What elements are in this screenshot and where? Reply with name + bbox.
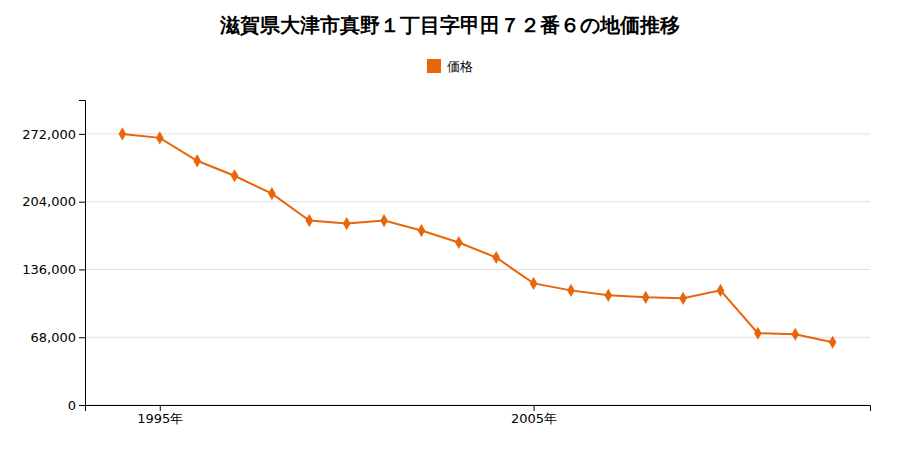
marker	[193, 154, 201, 167]
legend-item: 価格	[427, 59, 473, 74]
legend-swatch	[427, 59, 441, 73]
x-tick-mark	[534, 405, 535, 411]
marker	[343, 217, 351, 230]
line	[122, 134, 832, 342]
marker	[530, 277, 538, 290]
marker	[268, 187, 276, 200]
plot: 1995年 2005年 0 68,000 136,000 204,000 272,000	[22, 101, 870, 427]
marker	[418, 224, 426, 237]
y-tick: 136,000	[22, 262, 85, 277]
y-tick-mark	[79, 269, 85, 270]
y-tick-mark	[79, 134, 85, 135]
x-tick-label: 1995年	[137, 411, 183, 426]
marker	[492, 251, 500, 264]
marker	[231, 169, 239, 182]
chart: 滋賀県大津市真野１丁目字甲田７２番６の地価推移価格 1995年 2005年 0 68,0…	[0, 0, 900, 450]
y-tick-label: 136,000	[22, 262, 76, 277]
y-tick: 0	[68, 398, 85, 413]
marker	[380, 214, 388, 227]
marker	[829, 336, 837, 349]
y-axis: 0 68,000 136,000 204,000 272,000	[22, 101, 85, 413]
grid	[85, 134, 870, 405]
marker	[455, 236, 463, 249]
marker	[605, 289, 613, 302]
y-tick: 204,000	[22, 194, 85, 209]
y-tick-label: 204,000	[22, 194, 76, 209]
x-axis: 1995年 2005年	[86, 405, 871, 426]
marker	[567, 284, 575, 297]
y-tick-label: 272,000	[22, 127, 76, 142]
y-tick-mark	[79, 337, 85, 338]
marker	[679, 292, 687, 305]
marks	[119, 127, 837, 348]
y-tick-mark	[79, 405, 85, 406]
marker	[119, 127, 127, 140]
y-tick: 68,000	[31, 330, 86, 345]
grid-line	[85, 133, 870, 134]
markers	[119, 127, 837, 348]
grid-line	[85, 337, 870, 338]
y-tick-label: 0	[68, 398, 76, 413]
x-tick-label: 2005年	[511, 411, 557, 426]
x-tick: 1995年	[137, 405, 183, 426]
grid-line	[85, 269, 870, 270]
marker	[156, 131, 164, 144]
title: 滋賀県大津市真野１丁目字甲田７２番６の地価推移	[219, 13, 680, 37]
y-axis-line	[79, 101, 86, 406]
grid-line	[85, 201, 870, 202]
x-tick: 2005年	[511, 405, 557, 426]
x-tick-mark	[160, 405, 161, 411]
marker	[791, 328, 799, 341]
y-tick: 272,000	[22, 127, 85, 142]
y-tick-mark	[79, 202, 85, 203]
x-axis-line	[86, 406, 871, 412]
legend-label: 価格	[447, 59, 473, 74]
marker	[717, 284, 725, 297]
legend: 価格	[427, 59, 473, 74]
marker	[754, 327, 762, 340]
marker	[642, 291, 650, 304]
y-tick-label: 68,000	[31, 330, 77, 345]
marker	[305, 214, 313, 227]
